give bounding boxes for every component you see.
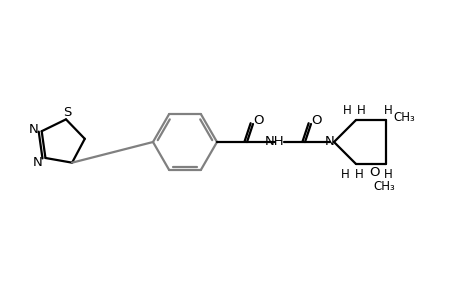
Text: O: O xyxy=(369,167,380,179)
Text: CH₃: CH₃ xyxy=(372,179,394,193)
Text: H: H xyxy=(383,103,392,116)
Text: H: H xyxy=(356,103,364,116)
Text: H: H xyxy=(342,103,351,116)
Text: H: H xyxy=(340,167,349,181)
Text: NH: NH xyxy=(264,134,284,148)
Text: H: H xyxy=(354,167,363,181)
Text: O: O xyxy=(311,113,322,127)
Text: N: N xyxy=(29,123,39,136)
Text: H: H xyxy=(383,167,392,181)
Text: S: S xyxy=(63,106,71,119)
Text: N: N xyxy=(33,157,42,169)
Text: CH₃: CH₃ xyxy=(392,110,414,124)
Text: O: O xyxy=(253,113,263,127)
Text: N: N xyxy=(325,134,334,148)
